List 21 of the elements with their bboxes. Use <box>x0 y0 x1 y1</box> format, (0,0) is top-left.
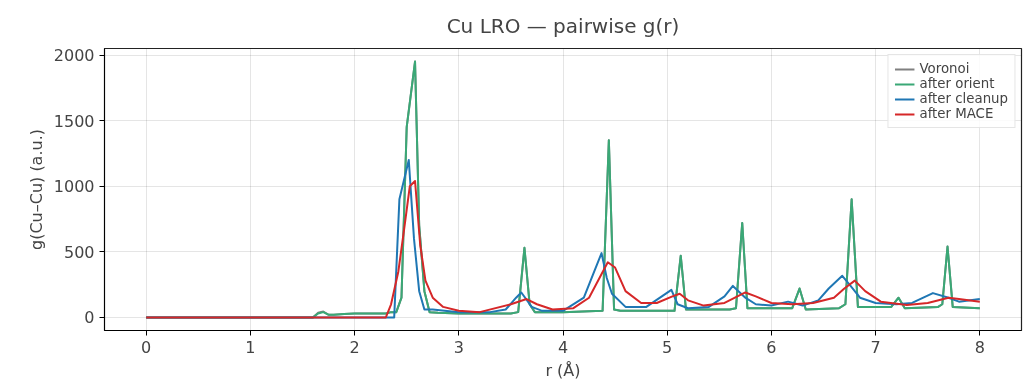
y-tick-label: 500 <box>63 242 95 262</box>
x-tick-label: 0 <box>141 337 152 357</box>
legend-label: after orient <box>919 76 995 91</box>
x-tick-label: 7 <box>870 337 881 357</box>
x-tick-label: 3 <box>453 337 464 357</box>
y-tick-label: 1000 <box>53 177 95 197</box>
chart-title: Cu LRO — pairwise g(r) <box>446 13 680 38</box>
x-axis-title: r (Å) <box>545 360 581 380</box>
x-tick-label: 1 <box>245 337 256 357</box>
x-tick-label: 6 <box>766 337 777 357</box>
legend-label: Voronoi <box>919 61 970 76</box>
x-tick-label: 5 <box>662 337 673 357</box>
y-tick-label: 2000 <box>53 46 95 66</box>
legend-label: after cleanup <box>919 91 1008 106</box>
x-tick-label: 2 <box>349 337 360 357</box>
x-tick-label: 8 <box>974 337 985 357</box>
y-tick-label: 0 <box>84 308 95 328</box>
y-axis-title: g(Cu–Cu) (a.u.) <box>26 129 46 250</box>
y-tick-label: 1500 <box>53 111 95 131</box>
x-tick-label: 4 <box>557 337 569 357</box>
legend-label: after MACE <box>919 106 994 121</box>
